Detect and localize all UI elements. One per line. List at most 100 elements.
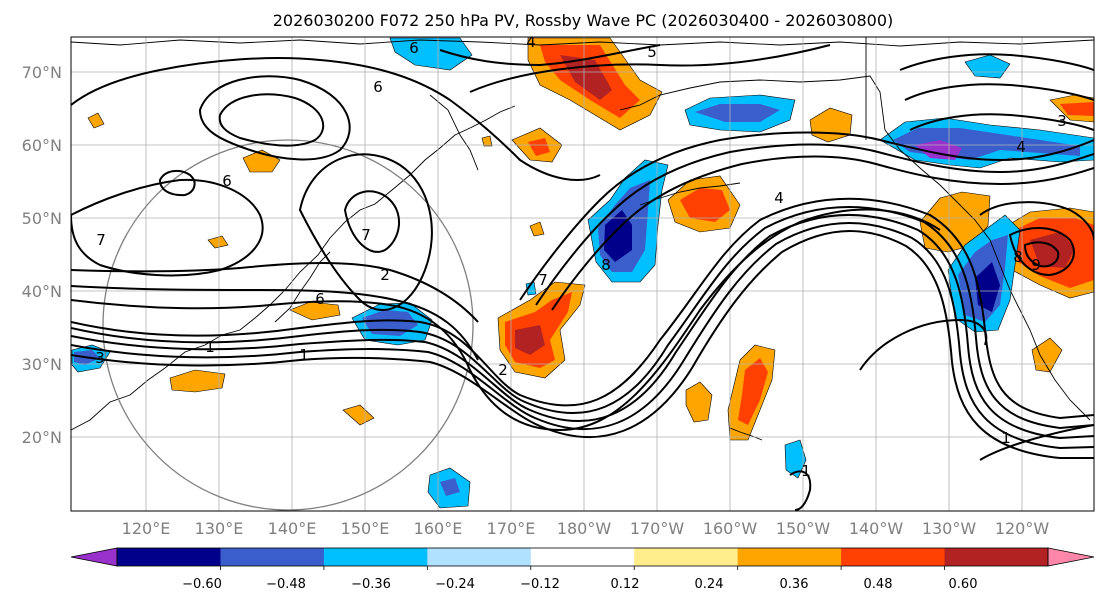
pv-contour [439, 44, 661, 67]
anomaly-patch [207, 235, 229, 249]
lon-label: 160°W [703, 519, 758, 538]
anomaly-patch [1031, 337, 1063, 373]
anomaly-patch [440, 478, 460, 496]
pv-contour [158, 169, 196, 197]
contour-label: 1 [801, 462, 811, 480]
pv-contour [198, 75, 351, 161]
contour-label: 6 [373, 78, 383, 96]
lat-label: 40°N [22, 282, 62, 301]
colorbar-extend-low [70, 547, 118, 567]
lon-label: 140°E [268, 519, 317, 538]
pv-contour [551, 155, 1094, 311]
colorbar-tick-label: 0.12 [611, 577, 640, 592]
colorbar-cell [841, 548, 946, 566]
colorbar-cell [944, 548, 1049, 566]
coastline-namerica [999, 264, 1091, 421]
contour-labels: 6 5 4 6 6 7 7 1 2 6 3 1 2 7 8 4 4 3 8 9 [95, 33, 1067, 480]
colorbar-tick-label: 0.24 [695, 577, 724, 592]
pv-contour [71, 222, 1094, 450]
contour-label: 6 [315, 290, 325, 308]
contour-label: 1 [1001, 429, 1011, 447]
lat-label: 20°N [22, 428, 62, 447]
anomaly-patch [289, 301, 341, 321]
contour-label: 8 [601, 256, 611, 274]
pv-contour [789, 470, 812, 511]
lon-label: 150°W [776, 519, 831, 538]
anomaly-patch [529, 221, 545, 237]
colorbar: −0.60 −0.48 −0.36 −0.24 −0.12 0.12 0.24 … [70, 547, 1095, 592]
pv-contour [71, 262, 479, 323]
coastline-japan [274, 251, 331, 323]
anomaly-patch [685, 381, 713, 423]
map-frame [70, 36, 1095, 512]
lon-label: 120°W [995, 519, 1050, 538]
pv-contour [1008, 227, 1075, 277]
pv-contour [899, 53, 1094, 71]
contour-label: 6 [409, 39, 419, 57]
anomaly-patch [515, 325, 545, 355]
anomaly-patch [738, 358, 768, 425]
pv-contour [298, 153, 433, 311]
contour-label: 2 [498, 361, 508, 379]
colorbar-cells [117, 548, 1049, 566]
anomaly-patch [560, 55, 612, 100]
lon-label: 140°W [849, 519, 904, 538]
lat-label: 60°N [22, 136, 62, 155]
anomaly-patch [1030, 232, 1075, 268]
coastline-kamchatka [429, 94, 479, 171]
anomaly-patch [481, 135, 493, 147]
colorbar-cell [323, 548, 428, 566]
colorbar-cell [427, 548, 532, 566]
pv-contour [71, 208, 941, 432]
contour-label: 3 [95, 349, 105, 367]
lon-label: 180°W [557, 519, 612, 538]
colorbar-labels: −0.60 −0.48 −0.36 −0.24 −0.12 0.12 0.24 … [182, 577, 977, 592]
pv-contour [1023, 241, 1060, 268]
lon-label: 170°W [630, 519, 685, 538]
anomaly-patch [919, 191, 991, 253]
pv-contour [218, 93, 325, 147]
colorbar-cell [220, 548, 325, 566]
colorbar-tick-label: 0.36 [780, 577, 809, 592]
colorbar-ticks [220, 566, 945, 570]
anomaly-patch [784, 439, 807, 479]
lon-label: 170°E [487, 519, 536, 538]
lon-label: 130°W [922, 519, 977, 538]
contour-label: 8 [1013, 248, 1023, 266]
pv-contour [71, 230, 1094, 459]
contour-label: 5 [647, 43, 657, 61]
pv-contour [904, 83, 1094, 101]
longitude-labels: 120°E 130°E 140°E 150°E 160°E 170°E 180°… [122, 519, 1050, 538]
lon-label: 130°E [195, 519, 244, 538]
lon-label: 150°E [341, 519, 390, 538]
pv-contour [343, 190, 401, 253]
contour-label: 6 [222, 172, 232, 190]
pv-contour [979, 424, 1094, 461]
latitude-labels: 70°N 60°N 50°N 40°N 30°N 20°N [22, 63, 62, 447]
contour-label: 4 [774, 189, 784, 207]
anomaly-patch [528, 138, 550, 156]
contour-label: 7 [361, 226, 371, 244]
lat-label: 30°N [22, 355, 62, 374]
map-background [71, 37, 1094, 511]
coastline-alaska [619, 75, 1001, 266]
pv-contour [859, 318, 988, 371]
colorbar-cell [634, 548, 739, 566]
map-panel: 6 5 4 6 6 7 7 1 2 6 3 1 2 7 8 4 4 3 8 9 [70, 33, 1095, 512]
colorbar-frame [116, 547, 1049, 567]
contour-label: 4 [526, 33, 536, 51]
anomaly-patch [680, 188, 730, 222]
figure-title: 2026030200 F072 250 hPa PV, Rossby Wave … [273, 11, 894, 30]
anomaly-patch [342, 404, 375, 426]
pv-contour [535, 143, 1094, 306]
lat-label: 70°N [22, 63, 62, 82]
pv-contour [71, 197, 1094, 420]
anomaly-patch [389, 37, 473, 71]
contour-label: 1 [205, 338, 215, 356]
coastline-arctic [71, 39, 1094, 47]
anomaly-patch [87, 112, 105, 129]
pv-contours [71, 44, 1094, 511]
contour-label: 3 [1057, 112, 1067, 130]
colorbar-tick-label: −0.60 [182, 577, 222, 592]
